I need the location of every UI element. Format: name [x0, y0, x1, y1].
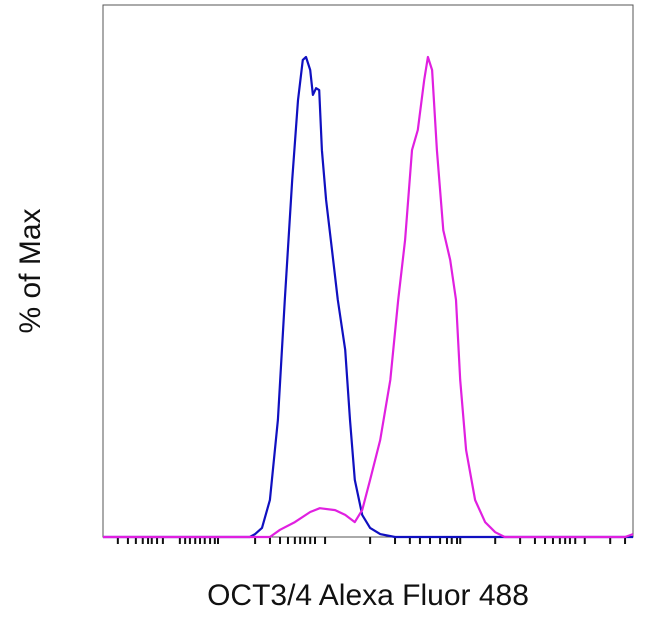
histogram-line [103, 55, 634, 539]
histogram-line [103, 55, 633, 539]
x-axis-label: OCT3/4 Alexa Fluor 488 [207, 579, 529, 612]
plot-frame [102, 4, 634, 538]
y-axis-label: % of Max [14, 208, 47, 333]
